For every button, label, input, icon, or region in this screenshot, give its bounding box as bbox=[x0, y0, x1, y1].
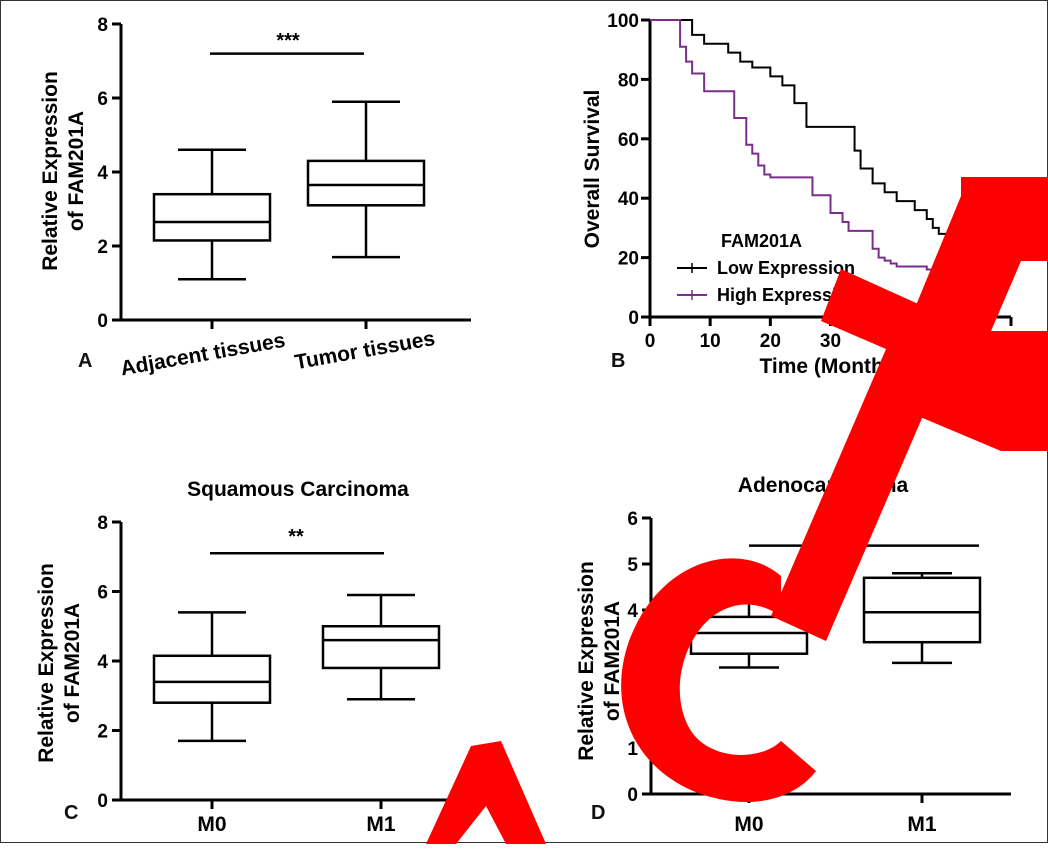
panel-c-category-m1: M1 bbox=[366, 813, 395, 836]
iqr-box bbox=[321, 625, 441, 670]
iqr-box bbox=[152, 192, 272, 242]
panel-b-xtick-label: 10 bbox=[700, 331, 721, 352]
panel-a-ytick-label: 4 bbox=[97, 163, 108, 184]
panel-b-ytick-label: 60 bbox=[618, 130, 639, 151]
panel-d-ytick-label: 4 bbox=[627, 601, 638, 622]
panel-c-category-m0: M0 bbox=[197, 813, 226, 836]
panel-a-box-1 bbox=[306, 100, 426, 259]
panel-d-category-m1: M1 bbox=[907, 813, 936, 836]
panel-a-ytick-label: 2 bbox=[97, 237, 108, 258]
panel-b-xtick-label: 0 bbox=[645, 331, 656, 352]
panel-c-ylabel-line2: of FAM201A bbox=[61, 603, 84, 723]
panel-c: C Squamous Carcinoma Relative Expression… bbox=[35, 478, 471, 836]
panel-b-xtick-label: 20 bbox=[760, 331, 781, 352]
panel-b-ytick-label: 100 bbox=[607, 11, 639, 32]
legend-high-label: High Expression bbox=[717, 285, 859, 305]
panel-d-letter: D bbox=[591, 802, 605, 824]
panel-b-letter: B bbox=[611, 350, 625, 372]
panel-c-ytick-label: 0 bbox=[97, 791, 108, 812]
panel-a-ylabel-line1: Relative Expression bbox=[39, 71, 62, 271]
panel-d-ylabel-line2: of FAM201A bbox=[601, 601, 624, 721]
panel-c-significance: ** bbox=[288, 526, 304, 548]
panel-c-box-1 bbox=[321, 593, 441, 701]
panel-d-box-1 bbox=[862, 571, 982, 665]
panel-b: B Overall Survival Time (Months) 0 20 40 60… bbox=[581, 11, 1022, 378]
panel-c-ytick-label: 4 bbox=[97, 652, 108, 673]
panel-b-xtick-label: 30 bbox=[820, 331, 841, 352]
panel-d-ylabel-line1: Relative Expression bbox=[575, 561, 598, 761]
panel-c-ytick-label: 8 bbox=[97, 513, 108, 534]
panel-b-ylabel: Overall Survival bbox=[581, 90, 604, 249]
panel-a-ytick-label: 0 bbox=[97, 311, 108, 332]
panel-a-box-0 bbox=[152, 148, 272, 281]
panel-c-ylabel-line1: Relative Expression bbox=[35, 563, 58, 763]
panel-a-category-adjacent: Adjacent tissues bbox=[119, 329, 287, 381]
overlay-letter-t bbox=[771, 269, 1011, 641]
iqr-box bbox=[152, 654, 272, 704]
red-overlay-stamp bbox=[426, 177, 1048, 844]
panel-d-category-m0: M0 bbox=[734, 813, 763, 836]
panel-a-ylabel-line2: of FAM201A bbox=[65, 111, 88, 231]
panel-b-xlabel: Time (Months) bbox=[759, 355, 902, 378]
panel-a: A Relative Expression of FAM201A *** Adj… bbox=[39, 15, 471, 380]
panel-d-ytick-label: 1 bbox=[627, 739, 638, 760]
survival-curve-low-expression bbox=[650, 19, 1011, 235]
panel-d-ytick-label: 0 bbox=[627, 785, 638, 806]
panel-a-ytick-label: 8 bbox=[97, 15, 108, 36]
legend-low-label: Low Expression bbox=[717, 258, 855, 278]
panel-a-category-tumor: Tumor tissues bbox=[293, 327, 437, 374]
legend-title: FAM201A bbox=[721, 231, 802, 251]
panel-b-ytick-label: 40 bbox=[618, 189, 639, 210]
panel-a-significance: *** bbox=[276, 30, 300, 52]
iqr-box bbox=[306, 159, 426, 207]
survival-curve-high-expression bbox=[650, 19, 1011, 274]
panel-d-ytick-label: 5 bbox=[627, 555, 638, 576]
overlay-letter-c bbox=[621, 558, 816, 802]
panel-b-ytick-label: 20 bbox=[618, 249, 639, 270]
panel-d-ytick-label: 6 bbox=[627, 509, 638, 530]
panel-b-ytick-label: 0 bbox=[628, 308, 639, 329]
panel-c-letter: C bbox=[64, 802, 78, 824]
iqr-box bbox=[862, 576, 982, 644]
panel-c-ytick-label: 6 bbox=[97, 583, 108, 604]
panel-c-title: Squamous Carcinoma bbox=[187, 478, 409, 501]
panel-c-ytick-label: 2 bbox=[97, 722, 108, 743]
panel-b-ytick-label: 80 bbox=[618, 70, 639, 91]
panel-a-letter: A bbox=[78, 350, 92, 372]
panel-a-ytick-label: 6 bbox=[97, 89, 108, 110]
overlay-letter-a-stroke bbox=[426, 741, 546, 844]
panel-c-box-0 bbox=[152, 611, 272, 743]
